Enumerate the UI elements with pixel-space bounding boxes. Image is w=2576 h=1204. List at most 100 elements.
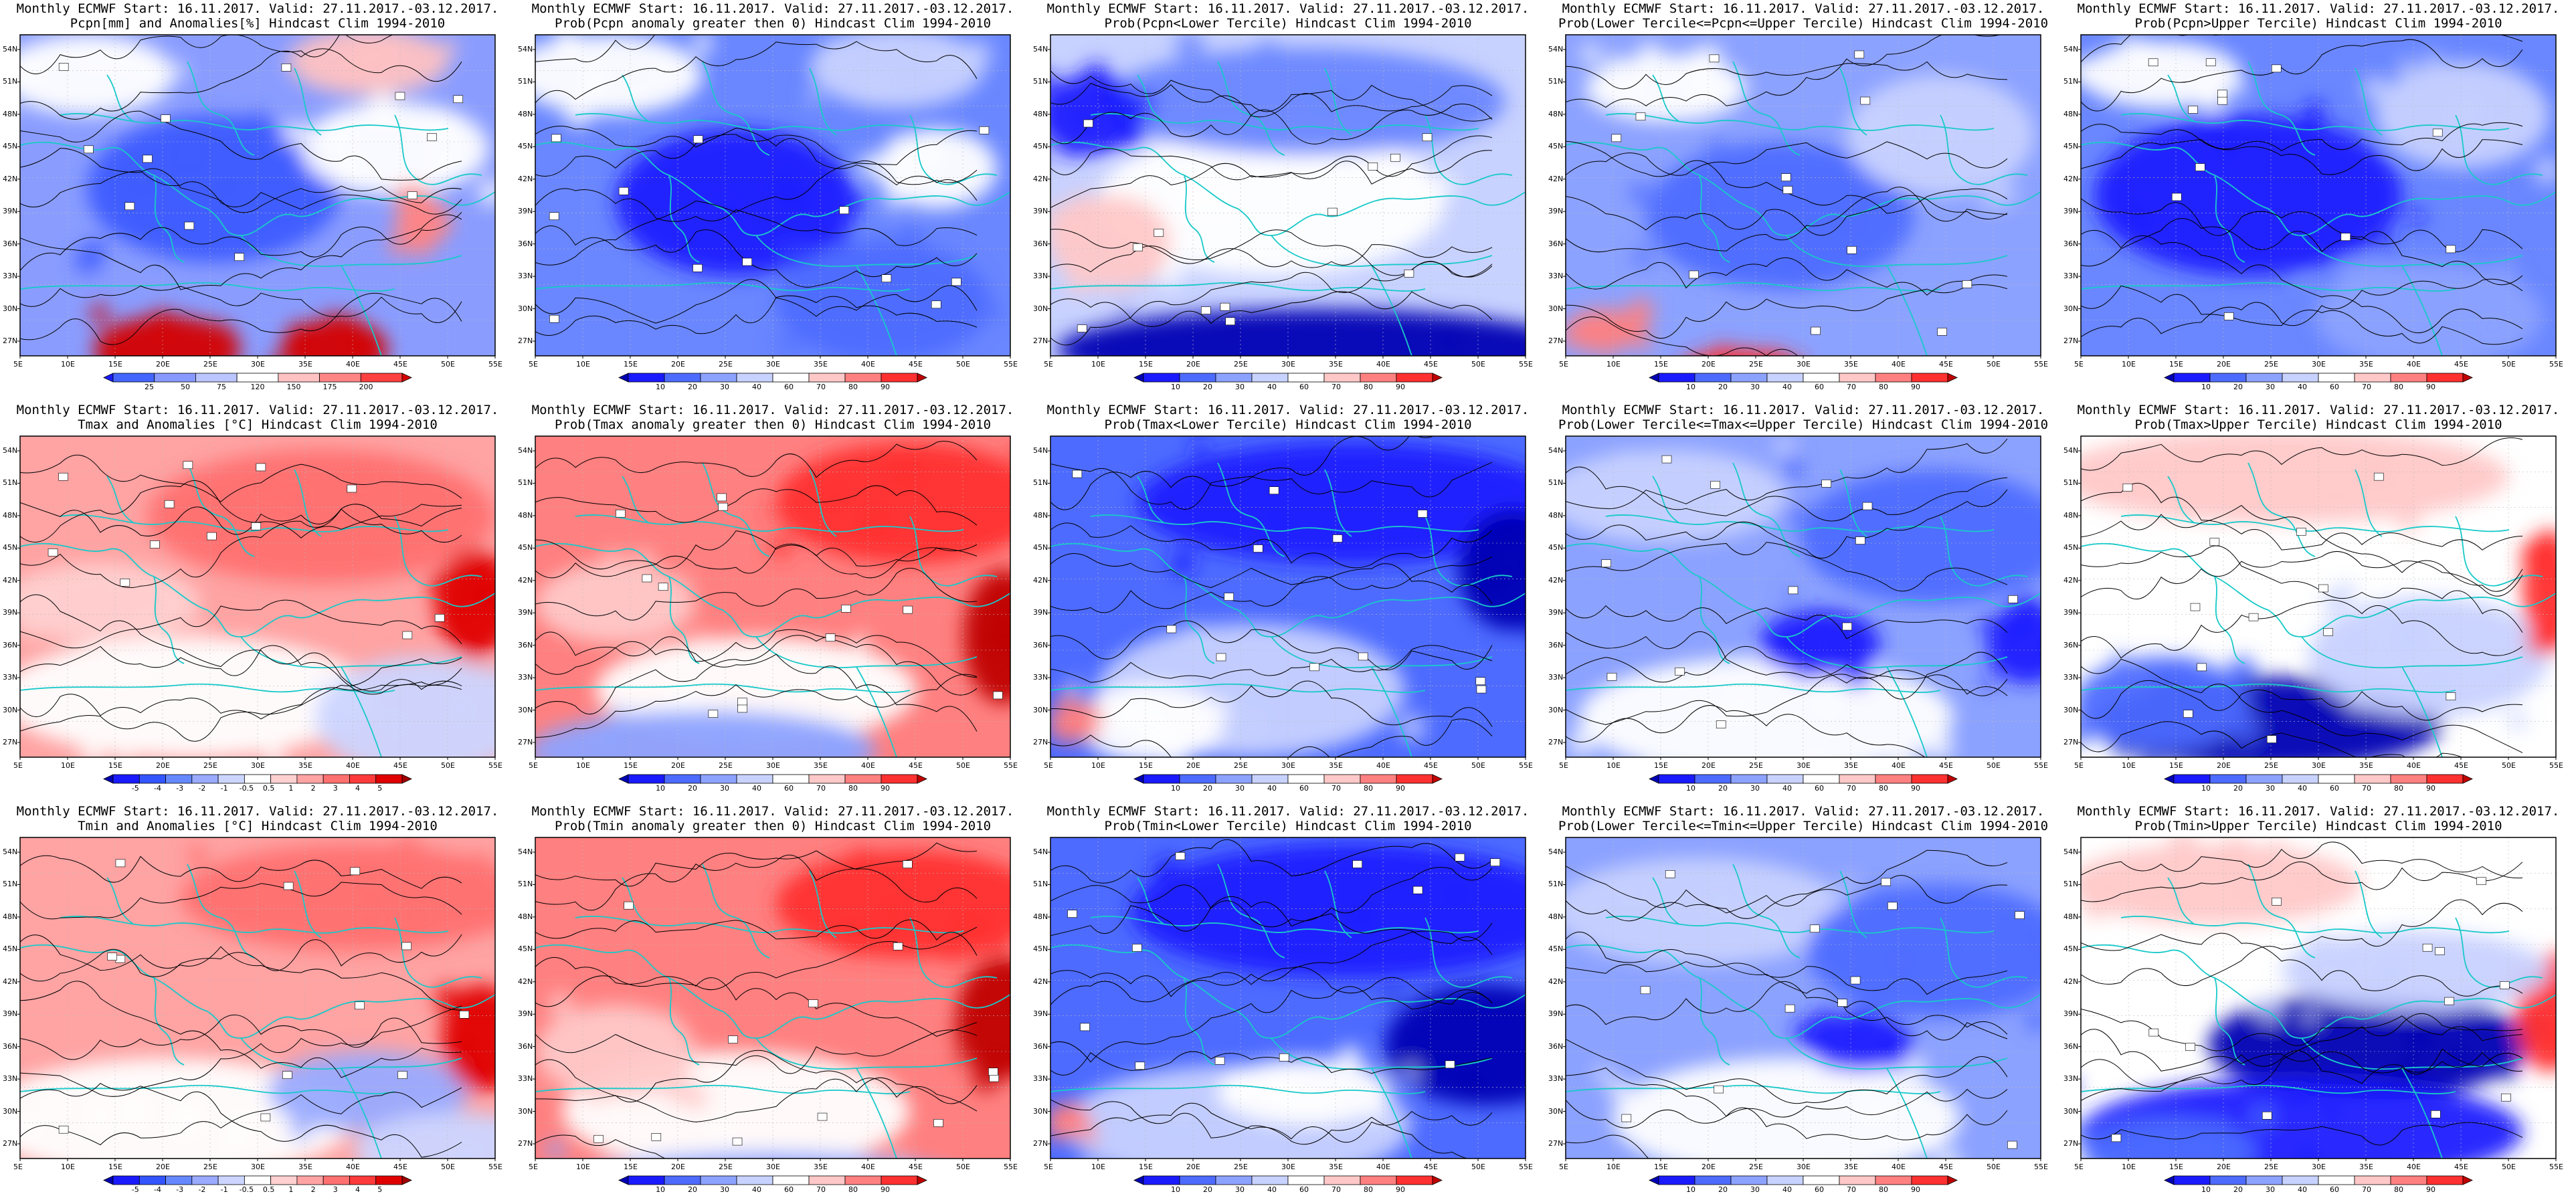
lat-label: 39N [3,1009,18,1019]
colorbar-cell [2209,373,2247,383]
colorbar-cell [881,774,918,784]
contour-line [1050,620,1493,671]
lon-label: 25E [1749,360,1763,369]
contour-label-box [841,605,851,613]
contour-label-box [84,145,94,154]
coastline [153,175,185,263]
field-speckle [1600,341,1617,356]
field-speckle [2055,488,2061,506]
colorbar-label: 2 [310,784,316,793]
field-region [1800,470,2041,603]
contour-line [1566,542,2008,592]
coastline [1137,877,1165,925]
colorbar-label: -1 [220,1185,228,1194]
coastline [20,1084,395,1095]
field-speckle [1926,733,1954,757]
lon-label: 15E [2169,360,2183,369]
colorbar-cell [700,1175,737,1185]
colorbar-cell [736,1175,773,1185]
lon-label: 35E [2359,1163,2373,1171]
colorbar-cell [112,774,140,784]
field-region [957,958,1010,1078]
contour-label-box [1821,480,1831,488]
field-speckle [1097,86,1121,110]
lon-label: 10E [1606,360,1621,369]
coastline [1090,916,1479,934]
contour-label-box [1358,652,1368,661]
lon-label: 20E [156,360,170,369]
field-speckle [464,582,488,606]
colorbar-cell [270,774,298,784]
colorbar-label: 70 [2362,383,2371,391]
field-speckle [2322,589,2347,615]
field-speckle [2297,1146,2318,1159]
map-canvas [2078,34,2557,383]
field-speckle [1184,623,1209,648]
field-speckle [103,353,119,356]
field-speckle [2233,82,2247,96]
colorbar-cell [2390,373,2427,383]
lon-label: 25E [1234,1163,1248,1171]
lon-label: 15E [1654,761,1668,770]
contour-line [1050,462,1493,510]
field-region [1646,142,1914,289]
colorbar-cell [1143,774,1180,784]
colorbar-cell [112,373,155,383]
lon-label: 40E [1892,360,1906,369]
colorbar-label: 40 [1267,383,1277,391]
lon-label: 40E [346,1163,360,1171]
coastline [809,469,837,537]
field-speckle [399,1078,412,1091]
colorbar-cell [628,774,665,784]
contour-line [20,657,462,742]
coastline [187,61,255,156]
field-speckle [953,1023,970,1041]
field-speckle [1132,1123,1141,1132]
contour-line [535,225,978,288]
field-speckle [1843,631,1862,650]
lon-label: 25E [203,360,217,369]
field-speckle [934,35,945,46]
colorbar-label: 25 [145,383,154,391]
lon-label: 15E [108,1163,122,1171]
field-speckle [990,306,1004,320]
contour-label-box [1606,673,1617,681]
lat-label: 42N [1033,977,1048,986]
field-speckle [1814,1008,1835,1029]
lat-label: 36N [2063,1041,2079,1051]
lat-label: 42N [1548,977,1564,986]
colorbar-label: 80 [1364,784,1373,793]
contour-label-box [115,955,126,963]
lat-label: 39N [3,207,18,216]
field-speckle [464,643,482,661]
field-speckle [721,209,740,229]
field-speckle [1977,617,1993,632]
field-speckle [1695,198,1712,215]
colorbar-label: 90 [2426,1185,2435,1194]
lon-label: 25E [203,761,217,770]
field-speckle [280,339,297,356]
colorbar-label: 90 [1396,1185,1405,1194]
contour-line [1566,645,2008,700]
colorbar-cell [103,774,114,784]
panel-title-line2: Tmax and Anomalies [°C] Hindcast Clim 19… [78,417,438,432]
lon-label: 25E [2264,1163,2278,1171]
lat-label: 48N [3,912,18,921]
lon-label: 45E [2454,360,2468,369]
colorbar-label: 1 [288,784,294,793]
field-speckle [1713,344,1732,356]
colorbar-label: 2 [310,1185,316,1194]
field-speckle [2121,35,2135,46]
lat-label: 33N [1548,673,1564,682]
coastline [2355,68,2383,136]
field-speckle [806,90,820,105]
colorbar-cell [2462,373,2473,383]
contour-label-box [2148,58,2158,67]
colorbar-cell [844,1175,882,1185]
lon-label: 10E [576,1163,590,1171]
lat-label: 48N [1033,109,1048,118]
field-speckle [1175,35,1205,60]
lat-label: 39N [518,1009,533,1019]
field-speckle [1883,161,1897,175]
lat-label: 27N [518,738,533,746]
